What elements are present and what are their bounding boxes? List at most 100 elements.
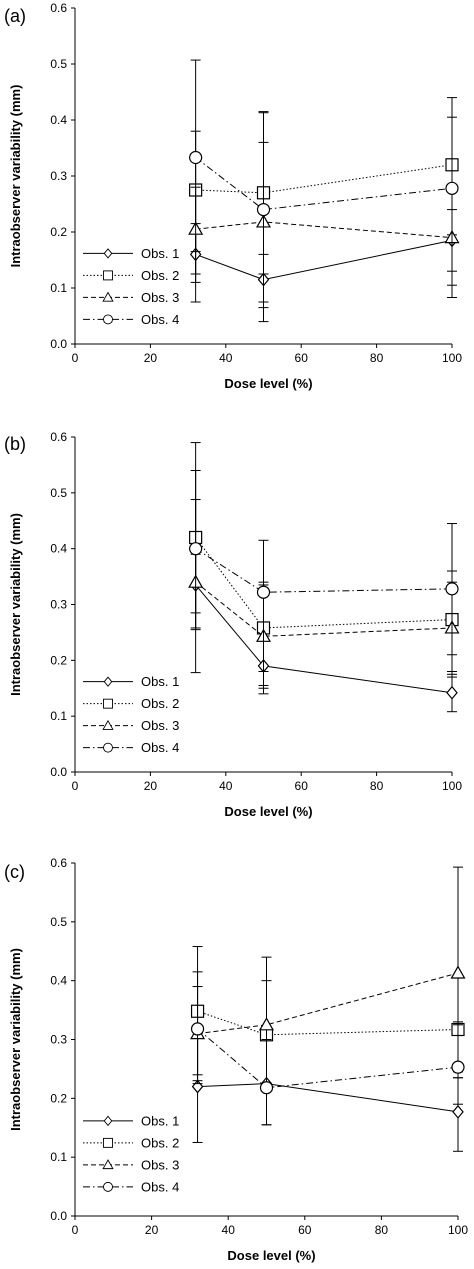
series-2: [190, 946, 465, 1091]
series-3: [188, 499, 460, 689]
series-1: [189, 553, 458, 713]
y-tick-label: 0.6: [50, 856, 67, 870]
series-line: [195, 239, 453, 281]
legend-marker: [103, 698, 113, 709]
legend-marker: [102, 291, 114, 302]
legend-marker: [103, 676, 113, 687]
legend-label: Obs. 2: [141, 1135, 179, 1150]
series-line: [195, 584, 453, 694]
x-tick-label: 80: [370, 779, 384, 793]
panel-label: (c): [4, 862, 25, 882]
y-tick-label: 0.0: [50, 765, 67, 779]
series-3: [190, 866, 466, 1085]
y-tick-label: 0.5: [50, 57, 67, 71]
legend-label: Obs. 2: [141, 696, 179, 711]
y-tick-label: 0.4: [50, 974, 67, 988]
x-axis-title: Dose level (%): [224, 376, 312, 391]
legend-label: Obs. 4: [141, 1179, 179, 1194]
series-line: [197, 1010, 459, 1036]
x-tick-label: 0: [72, 1223, 79, 1237]
x-tick-label: 80: [375, 1223, 389, 1237]
y-tick-label: 0.1: [50, 709, 67, 723]
legend-marker: [102, 1159, 114, 1170]
data-point: [446, 685, 458, 700]
y-tick-label: 0.4: [50, 113, 67, 127]
y-axis-title: Intraobserver variability (mm): [8, 948, 23, 1131]
data-point: [190, 1022, 205, 1036]
x-tick-label: 100: [442, 351, 462, 365]
chart-panel-2: (b) 0.0 0.1 0.2 0.3 0.4 0.5 0.6 0 20 40 60 80 100 Dose…: [4, 430, 462, 819]
x-tick-label: 40: [219, 779, 233, 793]
x-tick-label: 0: [72, 779, 79, 793]
y-tick-label: 0.1: [50, 1150, 67, 1164]
x-tick-label: 20: [145, 1223, 159, 1237]
data-point: [189, 542, 203, 556]
y-tick-label: 0.3: [50, 169, 67, 183]
x-tick-label: 0: [72, 351, 79, 365]
legend-label: Obs. 3: [141, 290, 179, 305]
x-tick-label: 40: [222, 1223, 236, 1237]
data-point: [256, 585, 271, 599]
x-tick-label: 100: [448, 1223, 468, 1237]
legend-label: Obs. 1: [141, 246, 179, 261]
y-tick-label: 0.5: [50, 486, 67, 500]
series-1: [191, 1027, 464, 1152]
series-3: [188, 141, 460, 303]
series-line: [195, 221, 453, 239]
legend-label: Obs. 1: [141, 674, 179, 689]
x-axis-title: Dose level (%): [224, 804, 312, 819]
series-line: [195, 581, 453, 637]
data-point: [451, 1060, 465, 1074]
series-line: [195, 157, 453, 211]
y-tick-label: 0.6: [50, 1, 67, 15]
y-tick-label: 0.6: [50, 430, 67, 444]
x-tick-label: 20: [144, 779, 158, 793]
legend: Obs. 1 Obs. 2 Obs. 3 Obs. 4: [83, 246, 179, 327]
y-tick-label: 0.0: [50, 1209, 67, 1223]
data-point: [452, 1104, 464, 1119]
series-4: [189, 442, 459, 686]
panel-label: (b): [4, 434, 26, 454]
series-1: [189, 209, 458, 309]
x-axis-title: Dose level (%): [227, 1248, 315, 1263]
legend-marker: [102, 719, 114, 730]
legend-marker: [103, 1181, 113, 1192]
y-axis-title: Intraobserver variability (mm): [8, 85, 23, 268]
legend: Obs. 1 Obs. 2 Obs. 3 Obs. 4: [83, 674, 179, 755]
legend-marker: [103, 1137, 113, 1148]
x-tick-label: 60: [295, 779, 309, 793]
x-tick-label: 20: [144, 351, 158, 365]
legend-marker: [103, 314, 113, 325]
legend: Obs. 1 Obs. 2 Obs. 3 Obs. 4: [83, 1113, 179, 1194]
data-point: [445, 181, 459, 195]
y-tick-label: 0.2: [50, 653, 67, 667]
data-point: [256, 203, 271, 217]
series-line: [195, 548, 453, 593]
y-tick-label: 0.3: [50, 1033, 67, 1047]
legend-marker: [103, 742, 113, 753]
data-point: [259, 1081, 274, 1095]
series-4: [190, 986, 465, 1126]
series-line: [197, 1028, 459, 1089]
y-tick-label: 0.2: [50, 225, 67, 239]
legend-label: Obs. 4: [141, 312, 179, 327]
y-tick-label: 0.1: [50, 281, 67, 295]
series-line: [195, 164, 453, 194]
data-point: [445, 582, 459, 596]
series-line: [197, 972, 459, 1035]
data-point: [189, 150, 203, 165]
legend-label: Obs. 3: [141, 1157, 179, 1172]
y-tick-label: 0.5: [50, 915, 67, 929]
panel-label: (a): [4, 6, 26, 26]
series-2: [189, 470, 459, 678]
x-tick-label: 100: [442, 779, 462, 793]
legend-label: Obs. 2: [141, 268, 179, 283]
x-tick-label: 80: [370, 351, 384, 365]
legend-marker: [103, 270, 113, 281]
data-point: [258, 1017, 275, 1031]
legend-marker: [103, 1115, 113, 1127]
legend-label: Obs. 1: [141, 1113, 179, 1128]
legend-label: Obs. 4: [141, 740, 179, 755]
legend-marker: [103, 248, 113, 259]
